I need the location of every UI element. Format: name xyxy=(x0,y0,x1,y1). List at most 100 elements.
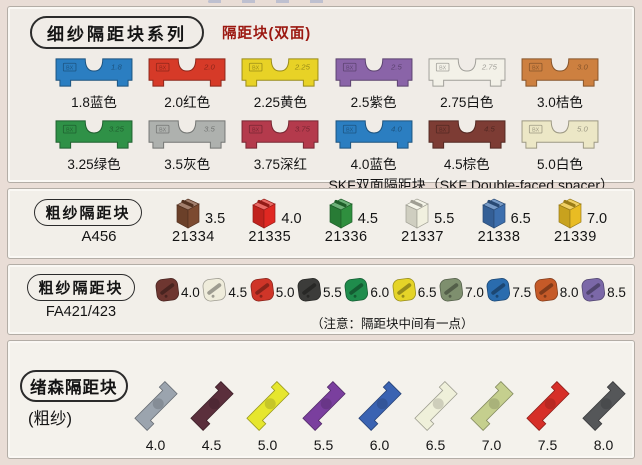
spacer-item: 6.5 xyxy=(391,275,437,304)
spacer-item-label: 2.75白色 xyxy=(440,95,494,110)
spacer-item-top: 4.5 xyxy=(325,196,378,230)
spacer-item-top: 7.0 xyxy=(554,196,607,230)
roving-spacer-fa421-section: 粗纱隔距块 FA421/423 4.0 4.5 5.0 5.5 6.0 6.5 7.0 7.5… xyxy=(7,264,635,335)
spacer-item-top: 6.5 xyxy=(478,196,531,230)
spacer-item-top: 4.0 xyxy=(248,196,302,230)
model-number: A456 xyxy=(81,228,117,245)
spacer-bar-icon xyxy=(469,380,514,432)
svg-text:4.0: 4.0 xyxy=(391,125,402,134)
svg-text:BX: BX xyxy=(159,127,167,133)
spacer-size: 5.5 xyxy=(434,211,455,227)
spacer-item: 4.0 xyxy=(128,373,184,453)
svg-text:BX: BX xyxy=(66,65,74,71)
spacer-cube-icon xyxy=(558,198,582,229)
spacer-bar-icon xyxy=(581,380,626,432)
spacer-bar-icon xyxy=(245,380,290,432)
spacer-item: 6.5 xyxy=(408,373,464,453)
spacer-size: 4.5 xyxy=(228,285,248,300)
spacer-row-2: BX 3.25 3.25绿色 BX 3.5 3.5灰色 BX 3.75 3.75深红 BX 4.0 4… xyxy=(8,116,634,173)
spacer-item: 7.5 xyxy=(520,373,576,453)
spacer-item: 7.0 21339 xyxy=(554,196,620,258)
spacer-item: 7.5 xyxy=(485,275,531,304)
spacer-item: BX 3.25 3.25绿色 xyxy=(48,116,140,173)
spacer-item: BX 4.5 4.5棕色 xyxy=(421,116,513,173)
spacer-item: 8.0 xyxy=(576,373,632,453)
spacer-size: 6.0 xyxy=(369,437,390,453)
double-faced-spacer-icon: BX 2.5 xyxy=(335,58,413,87)
spacer-puck-icon xyxy=(250,278,274,302)
spacer-part-code: 21338 xyxy=(477,229,521,245)
spacer-puck-icon xyxy=(297,278,322,302)
spacer-items: 4.0 4.5 5.0 5.5 6.0 6.5 7.0 7.5 8.0 8.5 xyxy=(154,265,634,334)
spacer-part-code: 21339 xyxy=(553,229,597,245)
spacer-puck-icon xyxy=(581,278,606,302)
double-faced-spacer-icon: BX 3.0 xyxy=(521,58,599,87)
spacer-item: 7.0 xyxy=(438,275,484,304)
spacer-size: 4.0 xyxy=(145,437,166,453)
double-faced-spacer-icon: BX 3.5 xyxy=(148,120,226,149)
spacer-item: 5.5 xyxy=(296,373,352,453)
svg-text:3.0: 3.0 xyxy=(577,63,588,72)
svg-text:BX: BX xyxy=(346,65,354,71)
section-header: 细纱隔距块系列 隔距块(双面) xyxy=(30,16,634,49)
spacer-size: 5.0 xyxy=(275,285,295,300)
spacer-puck-icon xyxy=(534,278,558,302)
spacer-size: 7.0 xyxy=(481,437,502,453)
svg-text:3.75: 3.75 xyxy=(295,125,311,134)
spacer-item-label: 4.5棕色 xyxy=(443,157,490,172)
spacer-bar-icon xyxy=(133,380,178,432)
spacer-size: 6.5 xyxy=(510,211,531,227)
svg-text:2.0: 2.0 xyxy=(203,63,215,72)
section-title-badge: 粗纱隔距块 xyxy=(27,274,135,301)
svg-text:BX: BX xyxy=(532,65,540,71)
spacer-item: 6.0 xyxy=(352,373,408,453)
note-text: （注意：隔距块中间有一点） xyxy=(311,317,474,331)
spacer-size: 5.5 xyxy=(323,285,342,300)
spacer-item-label: 2.0红色 xyxy=(164,95,211,110)
svg-text:2.75: 2.75 xyxy=(481,63,498,72)
spacer-item: BX 2.5 2.5紫色 xyxy=(328,54,420,111)
spacer-size: 7.0 xyxy=(586,211,608,227)
spacer-item: 8.5 xyxy=(580,275,626,304)
section-subtitle: (粗纱) xyxy=(28,410,72,428)
fine-yarn-spacer-section: 细纱隔距块系列 隔距块(双面) BX 1.8 1.8蓝色 BX 2.0 2.0红色 BX 2.… xyxy=(7,6,635,193)
spacer-size: 6.0 xyxy=(370,285,390,300)
spacer-item-label: 2.25黄色 xyxy=(253,95,308,110)
spacer-item: 4.0 21335 xyxy=(248,196,314,258)
svg-text:BX: BX xyxy=(252,127,260,133)
spacer-bar-icon xyxy=(189,380,234,432)
svg-text:BX: BX xyxy=(159,65,167,71)
spacer-row-1: BX 1.8 1.8蓝色 BX 2.0 2.0红色 BX 2.25 2.25黄色 BX 2.5 2.5… xyxy=(8,54,634,111)
svg-text:BX: BX xyxy=(252,65,260,71)
spacer-size: 4.0 xyxy=(181,285,200,300)
page-top-print-artifact xyxy=(208,0,338,3)
spacer-item: 5.5 21337 xyxy=(401,196,467,258)
spacer-size: 5.0 xyxy=(257,437,278,453)
svg-text:3.25: 3.25 xyxy=(109,125,125,134)
spacer-size: 6.5 xyxy=(417,285,437,300)
spacer-item: 6.0 xyxy=(343,275,389,304)
spacer-bar-icon xyxy=(357,380,402,432)
spacer-cube-icon xyxy=(252,198,277,229)
double-faced-spacer-icon: BX 4.0 xyxy=(335,120,413,149)
spacer-bar-icon xyxy=(413,380,458,432)
spacer-item: BX 2.25 2.25黄色 xyxy=(234,54,326,111)
spacer-items: 4.0 4.5 5.0 5.5 6.0 6.5 7.0 7.5 8.0 xyxy=(128,341,638,458)
double-faced-spacer-icon: BX 2.25 xyxy=(241,58,319,87)
svg-text:5.0: 5.0 xyxy=(577,125,588,134)
spacer-size: 6.5 xyxy=(425,437,446,453)
spacer-bar-icon xyxy=(525,380,570,432)
section-subtitle: 隔距块(双面) xyxy=(222,26,312,42)
spacer-item: BX 2.75 2.75白色 xyxy=(421,54,513,111)
spacer-item: 3.5 21334 xyxy=(172,196,238,258)
spacer-item: 6.5 21338 xyxy=(478,196,544,258)
spacer-part-code: 21334 xyxy=(172,229,215,245)
spacer-puck-icon xyxy=(392,278,416,302)
spacer-size: 8.0 xyxy=(593,437,614,453)
spacer-item: BX 3.0 3.0桔色 xyxy=(514,54,606,111)
section-header: 绪森隔距块 (粗纱) xyxy=(8,341,128,458)
spacer-item: 5.5 xyxy=(296,275,342,304)
spacer-puck-icon xyxy=(344,278,369,302)
double-faced-spacer-icon: BX 5.0 xyxy=(521,120,599,149)
spacer-puck-icon xyxy=(486,278,511,302)
